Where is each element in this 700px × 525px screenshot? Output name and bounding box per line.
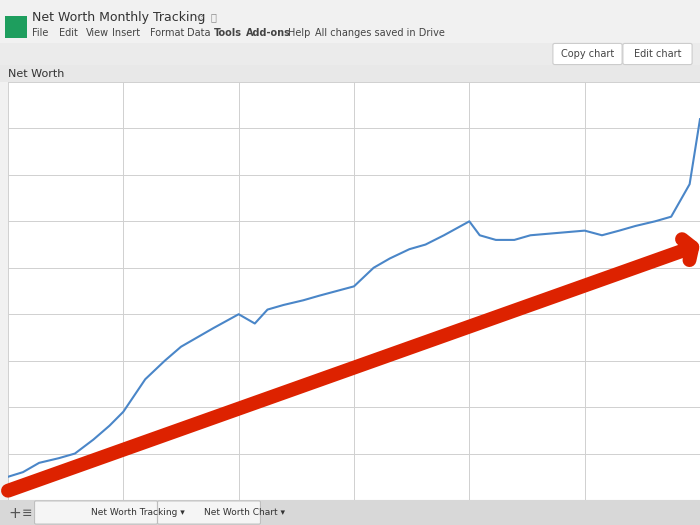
Text: Format: Format <box>150 28 184 38</box>
Text: View: View <box>85 28 108 38</box>
Text: Net Worth Chart ▾: Net Worth Chart ▾ <box>204 508 285 517</box>
Text: Insert: Insert <box>113 28 141 38</box>
Text: Data: Data <box>187 28 210 38</box>
Text: +: + <box>8 506 21 520</box>
Text: Edit chart: Edit chart <box>634 49 681 59</box>
Text: File: File <box>32 28 48 38</box>
Text: Add-ons: Add-ons <box>246 28 290 38</box>
Text: ≡: ≡ <box>22 507 32 520</box>
Text: Net Worth: Net Worth <box>8 69 64 79</box>
Text: Tools: Tools <box>214 28 242 38</box>
Text: ☆  🔔: ☆ 🔔 <box>196 13 217 23</box>
Text: All changes saved in Drive: All changes saved in Drive <box>315 28 444 38</box>
Text: Net Worth Tracking ▾: Net Worth Tracking ▾ <box>91 508 185 517</box>
Text: Edit: Edit <box>59 28 78 38</box>
Text: Copy chart: Copy chart <box>561 49 614 59</box>
Text: Net Worth Monthly Tracking: Net Worth Monthly Tracking <box>32 12 205 25</box>
Text: Help: Help <box>288 28 310 38</box>
